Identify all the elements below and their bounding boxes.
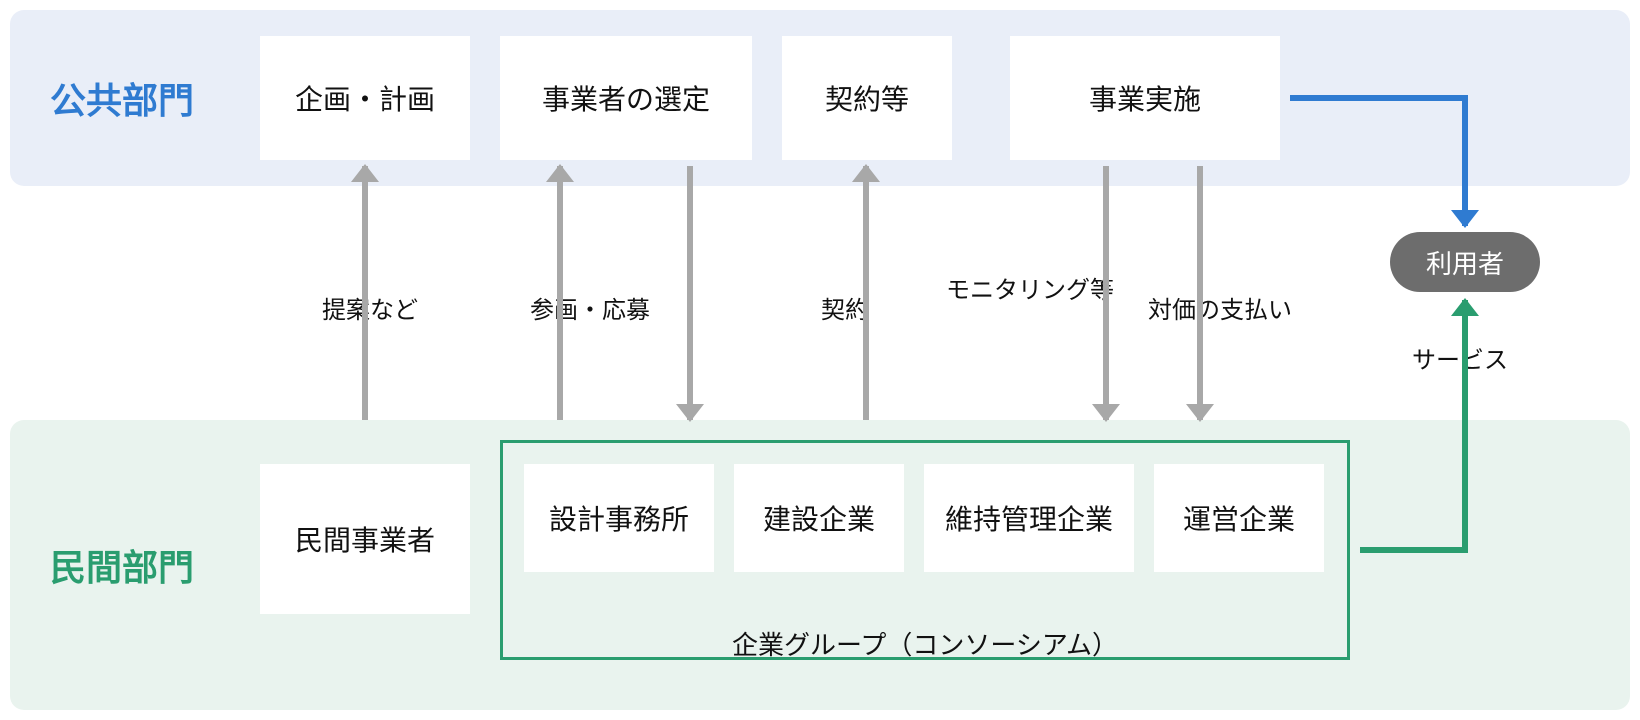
box-label: 建設企業 bbox=[763, 498, 875, 538]
box-label: 維持管理企業 bbox=[945, 498, 1113, 538]
box-contract: 契約等 bbox=[782, 36, 952, 160]
mid-label-monitor: モニタリング等 bbox=[940, 270, 1120, 305]
box-label: 事業実施 bbox=[1089, 78, 1201, 118]
box-maintenance-company: 維持管理企業 bbox=[924, 464, 1134, 572]
mid-label-proposal: 提案など bbox=[300, 290, 440, 325]
mid-label-contract: 契約 bbox=[800, 290, 890, 325]
box-operation-company: 運営企業 bbox=[1154, 464, 1324, 572]
box-implementation: 事業実施 bbox=[1010, 36, 1280, 160]
mid-label-apply: 参画・応募 bbox=[500, 290, 680, 325]
box-label: 契約等 bbox=[825, 78, 909, 118]
box-label: 民間事業者 bbox=[295, 519, 435, 559]
mid-label-payment: 対価の支払い bbox=[1140, 290, 1300, 325]
box-selection: 事業者の選定 bbox=[500, 36, 752, 160]
box-design-office: 設計事務所 bbox=[524, 464, 714, 572]
box-private-operator: 民間事業者 bbox=[260, 464, 470, 614]
box-label: 事業者の選定 bbox=[542, 78, 710, 118]
box-label: 企画・計画 bbox=[295, 78, 435, 118]
mid-label-service: サービス bbox=[1400, 340, 1520, 375]
private-sector-label: 民間部門 bbox=[50, 539, 194, 591]
box-label: 運営企業 bbox=[1183, 498, 1295, 538]
user-label: 利用者 bbox=[1426, 244, 1504, 281]
consortium-label: 企業グループ（コンソーシアム） bbox=[503, 625, 1347, 662]
box-planning: 企画・計画 bbox=[260, 36, 470, 160]
public-sector-label: 公共部門 bbox=[50, 72, 194, 124]
box-construction-company: 建設企業 bbox=[734, 464, 904, 572]
diagram-canvas: 公共部門 民間部門 企画・計画 事業者の選定 契約等 事業実施 民間事業者 企業… bbox=[0, 0, 1640, 720]
box-label: 設計事務所 bbox=[549, 498, 689, 538]
user-pill: 利用者 bbox=[1390, 232, 1540, 292]
